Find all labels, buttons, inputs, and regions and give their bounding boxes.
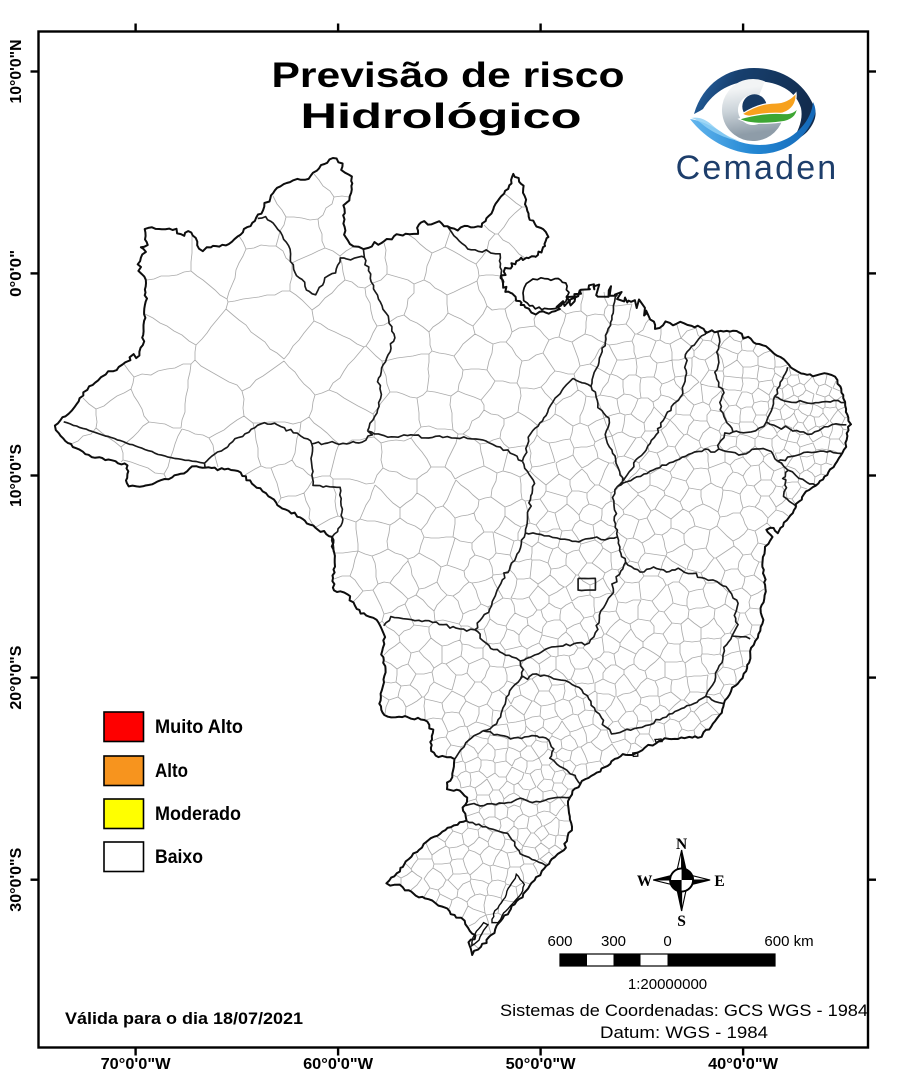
svg-text:Moderado: Moderado xyxy=(155,804,241,825)
svg-text:Muito Alto: Muito Alto xyxy=(155,717,243,738)
svg-text:0°0'0": 0°0'0" xyxy=(8,250,25,297)
svg-text:600: 600 xyxy=(547,933,572,950)
svg-text:40°0'0"W: 40°0'0"W xyxy=(708,1056,778,1073)
svg-text:Válida para o dia 18/07/2021: Válida para o dia 18/07/2021 xyxy=(65,1010,303,1028)
svg-text:Sistemas de Coordenadas: GCS W: Sistemas de Coordenadas: GCS WGS - 1984 xyxy=(500,1002,868,1020)
svg-text:300: 300 xyxy=(601,933,626,950)
svg-text:S: S xyxy=(677,913,686,930)
svg-text:W: W xyxy=(637,873,653,890)
svg-text:E: E xyxy=(714,873,724,890)
svg-text:0: 0 xyxy=(663,933,671,950)
svg-text:Datum: WGS - 1984: Datum: WGS - 1984 xyxy=(600,1024,768,1042)
svg-text:70°0'0"W: 70°0'0"W xyxy=(101,1056,171,1073)
svg-text:1:20000000: 1:20000000 xyxy=(628,976,707,993)
svg-text:N: N xyxy=(676,836,687,853)
svg-text:30°0'0"S: 30°0'0"S xyxy=(8,848,25,912)
svg-text:50°0'0"W: 50°0'0"W xyxy=(506,1056,576,1073)
svg-text:Previsão de risco: Previsão de risco xyxy=(272,56,625,95)
svg-text:10°0'0"N: 10°0'0"N xyxy=(8,40,25,104)
svg-text:Baixo: Baixo xyxy=(155,847,203,868)
svg-text:60°0'0"W: 60°0'0"W xyxy=(303,1056,373,1073)
svg-text:Hidrológico: Hidrológico xyxy=(301,97,582,136)
svg-text:600 km: 600 km xyxy=(764,933,813,950)
svg-text:10°0'0"S: 10°0'0"S xyxy=(8,444,25,507)
svg-text:20°0'0"S: 20°0'0"S xyxy=(8,646,25,710)
svg-text:Alto: Alto xyxy=(155,761,188,782)
svg-text:Cemaden: Cemaden xyxy=(676,149,839,187)
